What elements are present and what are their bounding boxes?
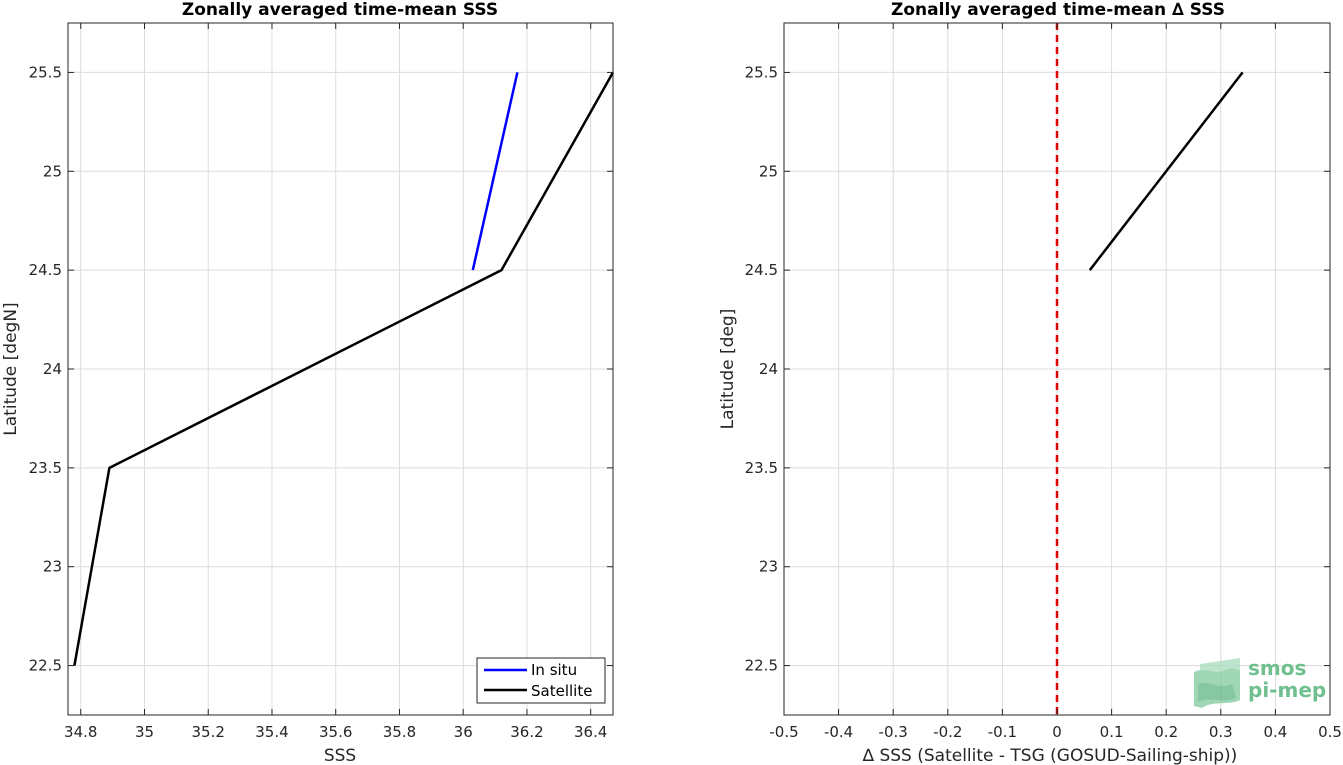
left-plot-x-tick-label: 34.8 [64, 723, 97, 741]
left-plot: 34.8 35 35.2 35.4 35.6 35.8 36 36.2 36.4 22.5 23 23… [1, 0, 615, 765]
logo-mark [1194, 658, 1240, 708]
smos-pi-mep-logo: smos pi-mep [1194, 656, 1326, 708]
right-plot-x-axis-label: ∆ SSS (Satellite - TSG (GOSUD-Sailing-sh… [862, 746, 1238, 765]
left-plot-x-tick-label: 35 [135, 723, 154, 741]
left-plot-y-tick-label: 23 [43, 558, 62, 576]
right-plot-x-tick-label: 0.1 [1100, 723, 1124, 741]
left-plot-x-tick-label: 35.2 [192, 723, 225, 741]
right-plot-x-tick-label: 0.4 [1263, 723, 1287, 741]
left-plot-y-tick-label: 24.5 [29, 261, 62, 279]
left-plot-title: Zonally averaged time-mean SSS [182, 0, 498, 20]
right-plot-x-tick-label: 0 [1052, 723, 1062, 741]
right-plot-x-tick-label: 0.2 [1154, 723, 1178, 741]
right-plot-y-tick-label: 23.5 [745, 459, 778, 477]
left-plot-x-tick-label: 35.6 [319, 723, 352, 741]
right-plot-y-axis-label: Latitude [deg] [718, 309, 738, 430]
right-plot-y-tick-label: 24.5 [745, 261, 778, 279]
right-plot-x-tick-label: -0.3 [879, 723, 908, 741]
left-plot-x-tick-label: 35.4 [255, 723, 288, 741]
left-plot-y-tick-label: 25.5 [29, 63, 62, 81]
left-plot-x-tick-label: 36.2 [510, 723, 543, 741]
legend-label-in-situ: In situ [531, 661, 577, 679]
right-plot-x-tick-label: 0.3 [1209, 723, 1233, 741]
right-plot-y-tick-label: 25.5 [745, 63, 778, 81]
right-plot: -0.5 -0.4 -0.3 -0.2 -0.1 0 0.1 0.2 0.3 0.4 0.5 22.5… [718, 0, 1342, 765]
legend: In situ Satellite [476, 657, 606, 704]
left-plot-ticks: 34.8 35 35.2 35.4 35.6 35.8 36 36.2 36.4 22.5 23 23… [29, 23, 613, 741]
right-plot-x-tick-label: -0.2 [933, 723, 962, 741]
left-plot-y-tick-label: 25 [43, 162, 62, 180]
right-plot-x-tick-label: -0.5 [769, 723, 798, 741]
left-plot-series-in-situ [471, 72, 519, 271]
right-plot-x-tick-label: -0.1 [988, 723, 1017, 741]
right-plot-ticks: -0.5 -0.4 -0.3 -0.2 -0.1 0 0.1 0.2 0.3 0.4 0.5 22.5… [745, 23, 1342, 741]
right-plot-x-tick-label: -0.4 [824, 723, 853, 741]
logo-text-pi-mep: pi-mep [1248, 678, 1326, 702]
right-plot-series-delta-sss [1088, 71, 1244, 271]
right-plot-y-tick-label: 22.5 [745, 657, 778, 675]
legend-label-satellite: Satellite [531, 682, 592, 700]
right-plot-title: Zonally averaged time-mean ∆ SSS [891, 0, 1225, 20]
left-plot-x-tick-label: 36.4 [574, 723, 607, 741]
right-plot-x-tick-label: 0.5 [1318, 723, 1342, 741]
left-plot-x-axis-label: SSS [324, 746, 356, 765]
right-plot-y-tick-label: 24 [759, 360, 778, 378]
legend-box [476, 657, 606, 704]
left-plot-x-tick-label: 36 [454, 723, 473, 741]
left-plot-x-tick-label: 35.8 [383, 723, 416, 741]
left-plot-series [73, 71, 615, 666]
right-plot-y-tick-label: 23 [759, 558, 778, 576]
left-plot-y-axis-label: Latitude [degN] [1, 302, 21, 435]
logo-text-smos: smos [1248, 656, 1306, 680]
left-plot-y-tick-label: 24 [43, 360, 62, 378]
right-plot-series [1088, 71, 1244, 271]
left-plot-y-tick-label: 22.5 [29, 657, 62, 675]
left-plot-y-tick-label: 23.5 [29, 459, 62, 477]
left-plot-series-satellite [73, 71, 615, 666]
right-plot-y-tick-label: 25 [759, 162, 778, 180]
